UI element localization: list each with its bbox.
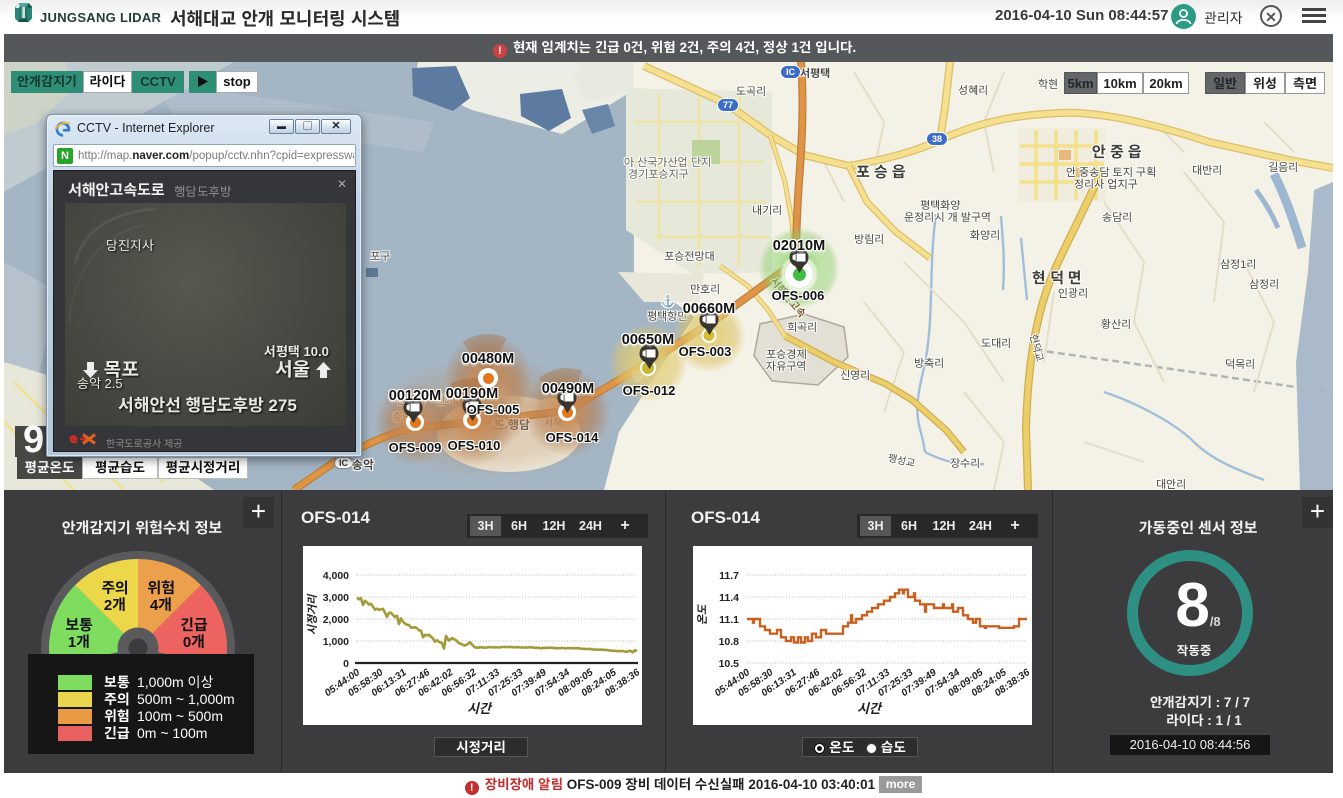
svg-text:10.8: 10.8: [719, 636, 740, 648]
svg-text:11.4: 11.4: [719, 592, 739, 604]
svg-text:4,000: 4,000: [323, 570, 349, 582]
svg-text:2,000: 2,000: [323, 614, 349, 626]
svg-text:0: 0: [343, 658, 349, 670]
svg-text:시간: 시간: [467, 701, 493, 716]
svg-text:온도: 온도: [697, 604, 709, 625]
svg-text:시정거리: 시정거리: [306, 593, 319, 635]
svg-text:10.5: 10.5: [719, 658, 740, 670]
svg-text:11.1: 11.1: [719, 614, 739, 626]
svg-text:시간: 시간: [857, 701, 883, 716]
svg-text:1,000: 1,000: [323, 636, 349, 648]
svg-text:3,000: 3,000: [323, 592, 349, 604]
svg-text:11.7: 11.7: [719, 570, 739, 582]
